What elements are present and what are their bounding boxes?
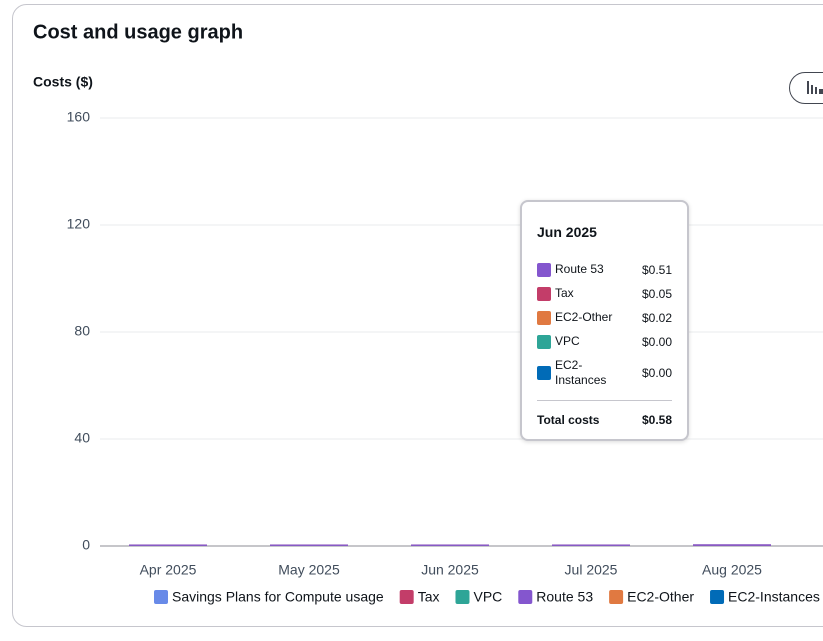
tooltip-title: Jun 2025 bbox=[537, 224, 597, 240]
tooltip-name: Route 53 bbox=[555, 262, 604, 276]
bar-segment bbox=[693, 544, 771, 546]
tooltip-value: $0.51 bbox=[641, 262, 672, 277]
total-value: $0.58 bbox=[641, 413, 672, 427]
tooltip: Jun 2025 Route 53 $0.51 Tax $0.05 EC2-Other $… bbox=[520, 200, 689, 441]
y-tick-label: 80 bbox=[74, 323, 90, 339]
chart-title: Cost and usage graph bbox=[33, 21, 243, 43]
bar-segment bbox=[270, 544, 348, 546]
y-tick-label: 160 bbox=[67, 109, 91, 125]
bar-segment bbox=[552, 544, 630, 546]
tooltip-row: Tax $0.05 bbox=[537, 286, 672, 301]
y-axis-label: Costs ($) bbox=[33, 74, 93, 90]
bar-segment bbox=[129, 544, 207, 546]
tooltip-name: VPC bbox=[555, 334, 580, 348]
legend-label: EC2-Other bbox=[627, 589, 694, 605]
total-label: Total costs bbox=[537, 413, 600, 427]
tooltip-name: Tax bbox=[555, 286, 574, 300]
tooltip-swatch bbox=[537, 310, 551, 325]
legend-swatch bbox=[455, 590, 470, 604]
y-tick-label: 0 bbox=[82, 537, 90, 553]
legend-label: Tax bbox=[418, 589, 440, 605]
legend-label: VPC bbox=[473, 589, 502, 605]
tooltip-name: EC2-Other bbox=[555, 310, 613, 324]
card bbox=[12, 4, 823, 627]
tooltip-value: $0.05 bbox=[641, 286, 672, 301]
y-tick-label: 40 bbox=[74, 430, 90, 446]
legend-swatch bbox=[710, 590, 725, 604]
tooltip-row: EC2-Other $0.02 bbox=[537, 310, 672, 325]
tooltip-value: $0.02 bbox=[641, 310, 672, 325]
legend-swatch bbox=[399, 590, 414, 604]
legend-swatch bbox=[518, 590, 533, 604]
tooltip-value: $0.00 bbox=[641, 366, 672, 380]
y-tick-label: 120 bbox=[67, 216, 91, 232]
tooltip-name: EC2-Instances bbox=[555, 358, 607, 387]
tooltip-rows: Route 53 $0.51 Tax $0.05 EC2-Other $0.02 VPC $0… bbox=[537, 262, 672, 388]
legend-label: EC2-Instances bbox=[728, 589, 820, 605]
tooltip-swatch bbox=[537, 286, 551, 301]
button-icon bbox=[807, 81, 823, 94]
bar-segment bbox=[411, 544, 489, 546]
tooltip-total: Total costs $0.58 bbox=[537, 400, 672, 427]
tooltip-row: Route 53 $0.51 bbox=[537, 262, 672, 277]
legend-swatch bbox=[609, 590, 624, 604]
legend-label: Savings Plans for Compute usage bbox=[172, 589, 384, 605]
tooltip-row: VPC $0.00 bbox=[537, 334, 672, 349]
x-tick-label: Jun 2025 bbox=[421, 562, 479, 578]
x-tick-label: Jul 2025 bbox=[565, 562, 618, 578]
chart-type-button[interactable] bbox=[789, 72, 823, 104]
x-tick-label: Aug 2025 bbox=[702, 562, 762, 578]
tooltip-swatch bbox=[537, 334, 551, 349]
tooltip-swatch bbox=[537, 262, 551, 277]
legend-label: Route 53 bbox=[536, 589, 593, 605]
x-tick-label: May 2025 bbox=[278, 562, 340, 578]
tooltip-swatch bbox=[537, 366, 551, 380]
tooltip-row: EC2-Instances $0.00 bbox=[537, 358, 672, 388]
tooltip-value: $0.00 bbox=[641, 334, 672, 349]
x-tick-label: Apr 2025 bbox=[140, 562, 197, 578]
legend-swatch bbox=[154, 590, 168, 604]
